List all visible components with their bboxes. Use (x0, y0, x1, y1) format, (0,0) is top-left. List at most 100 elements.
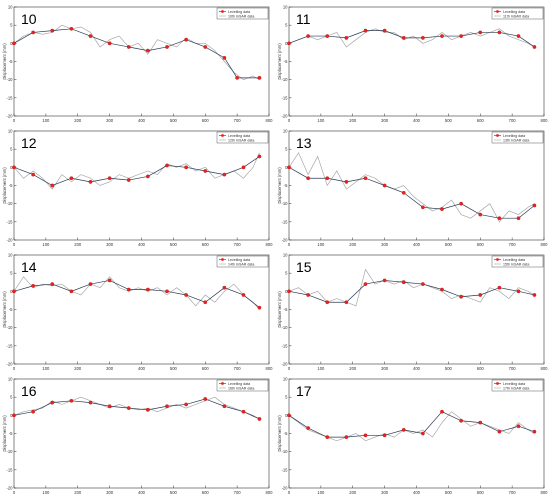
x-tick-label: 800 (541, 490, 549, 495)
legend-levelling-marker (221, 134, 224, 137)
x-tick-label: 100 (317, 242, 325, 247)
y-tick-label: 10 (8, 377, 13, 382)
x-tick-label: 300 (381, 242, 389, 247)
y-tick-label: 10 (8, 253, 13, 258)
legend-box (491, 255, 544, 268)
x-tick-label: 600 (202, 366, 210, 371)
levelling-point (241, 165, 246, 170)
y-tick-label: -20 (281, 238, 288, 243)
levelling-point (421, 431, 425, 436)
legend-levelling-marker (496, 10, 499, 13)
levelling-point (478, 30, 483, 35)
axes-box (288, 378, 545, 489)
x-tick-label: 500 (170, 118, 178, 123)
legend-levelling-marker (221, 10, 224, 13)
y-tick-label: 10 (283, 253, 288, 258)
levelling-point (69, 176, 74, 181)
y-tick-label: -5 (284, 183, 288, 188)
levelling-series-line (13, 280, 260, 308)
y-tick-label: 0 (285, 41, 288, 46)
y-tick-label: 10 (283, 377, 288, 382)
legend-levelling-marker (496, 258, 499, 261)
y-tick-label: -15 (281, 467, 288, 472)
levelling-point (306, 293, 310, 297)
levelling-point (325, 435, 330, 439)
levelling-point (146, 48, 150, 53)
legend-insar-label: 14th InSAR data (228, 262, 254, 266)
chart-panel-16: 10 5 0 -5 -10 -15 -20 0 100 200 300 400 500 600 700 800… (2, 374, 273, 498)
levelling-point (12, 289, 16, 294)
levelling-point (50, 282, 55, 286)
levelling-point (306, 426, 310, 430)
x-tick-label: 600 (477, 366, 485, 371)
y-tick-label: -5 (9, 183, 13, 188)
insar-series-line (288, 268, 535, 307)
levelling-point (287, 413, 291, 418)
levelling-point (50, 183, 55, 188)
legend-box (491, 379, 544, 392)
x-tick-label: 200 (74, 118, 82, 123)
y-tick-label: 5 (10, 271, 13, 276)
x-tick-label: 400 (138, 490, 146, 495)
axes-box (13, 254, 270, 365)
levelling-point (497, 285, 502, 290)
levelling-point (184, 165, 188, 170)
levelling-point (31, 284, 35, 288)
levelling-point (532, 429, 537, 434)
y-tick-label: -15 (6, 219, 13, 224)
y-tick-label: 10 (283, 129, 288, 134)
levelling-point (126, 45, 131, 49)
legend-box (216, 379, 269, 392)
x-tick-label: 600 (477, 490, 485, 495)
legend-insar-label: 16th InSAR data (228, 386, 254, 390)
levelling-point (107, 41, 112, 46)
y-tick-label: -20 (6, 114, 13, 119)
levelling-point (146, 287, 150, 292)
y-tick-label: -20 (6, 238, 13, 243)
levelling-point (287, 289, 291, 294)
levelling-point (382, 183, 387, 188)
legend-levelling-label: Levelling data (228, 382, 250, 386)
levelling-point (126, 178, 131, 182)
y-tick-label: -10 (281, 325, 288, 330)
levelling-point (325, 300, 330, 305)
x-tick-label: 100 (42, 118, 50, 123)
levelling-point (516, 34, 521, 38)
levelling-point (344, 435, 349, 439)
x-tick-label: 200 (349, 242, 357, 247)
levelling-point (165, 404, 169, 409)
x-tick-label: 800 (541, 366, 549, 371)
axes-box (288, 6, 545, 117)
x-tick-label: 0 (13, 242, 16, 247)
legend-levelling-label: Levelling data (228, 258, 250, 262)
x-tick-label: 200 (74, 366, 82, 371)
y-axis-label: Displacement (mm) (277, 167, 282, 204)
x-tick-label: 100 (317, 118, 325, 123)
levelling-point (165, 289, 169, 294)
levelling-point (440, 287, 444, 292)
levelling-point (146, 174, 150, 179)
chart-panel-11: 10 5 0 -5 -10 -15 -20 0 100 200 300 400 500 600 700 800… (277, 2, 548, 126)
levelling-point (12, 165, 16, 170)
levelling-point (146, 408, 150, 412)
chart-panel-13: 10 5 0 -5 -10 -15 -20 0 100 200 300 400 500 600 700 800… (277, 126, 548, 250)
x-tick-label: 600 (477, 118, 485, 123)
x-tick-label: 200 (74, 490, 82, 495)
chart-panel-15: 10 5 0 -5 -10 -15 -20 0 100 200 300 400 500 600 700 800… (277, 250, 548, 374)
legend-levelling-label: Levelling data (503, 134, 525, 138)
y-tick-label: -20 (281, 486, 288, 491)
y-tick-label: -5 (9, 59, 13, 64)
levelling-point (478, 293, 483, 297)
levelling-point (459, 418, 463, 423)
levelling-point (363, 176, 368, 181)
levelling-point (12, 413, 16, 418)
y-axis-label: Displacement (mm) (2, 43, 7, 80)
levelling-point (222, 172, 227, 177)
y-axis-label: Displacement (mm) (277, 415, 282, 452)
y-tick-label: -15 (281, 343, 288, 348)
y-tick-label: 0 (10, 165, 13, 170)
y-tick-label: -10 (6, 449, 13, 454)
